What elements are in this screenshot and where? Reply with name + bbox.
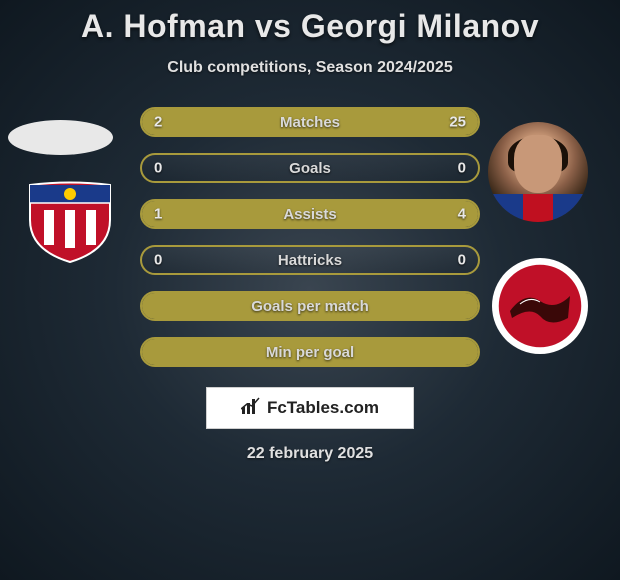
stat-value-right: 0 (458, 160, 466, 177)
club-crest-left (20, 180, 120, 265)
page-subtitle: Club competitions, Season 2024/2025 (0, 59, 620, 77)
date-text: 22 february 2025 (0, 445, 620, 463)
stat-row: 1 Assists 4 (140, 199, 480, 229)
stat-value-right: 25 (449, 114, 466, 131)
stat-row: Goals per match (140, 291, 480, 321)
stat-label: Goals (289, 160, 331, 177)
stat-value-left: 0 (154, 160, 162, 177)
source-badge-text: FcTables.com (267, 398, 379, 418)
chart-icon (241, 397, 261, 420)
player-left-avatar-placeholder (8, 120, 113, 155)
page-title: A. Hofman vs Georgi Milanov (0, 8, 620, 45)
stat-value-left: 2 (154, 114, 162, 131)
stat-value-left: 1 (154, 206, 162, 223)
stat-fill-right (209, 201, 478, 227)
stat-value-right: 4 (458, 206, 466, 223)
stat-label: Goals per match (251, 298, 369, 315)
content-root: A. Hofman vs Georgi Milanov Club competi… (0, 0, 620, 580)
player-right-avatar (488, 122, 588, 222)
stat-row: Min per goal (140, 337, 480, 367)
circle-crest-icon (490, 256, 590, 356)
stat-value-left: 0 (154, 252, 162, 269)
stat-label: Matches (280, 114, 340, 131)
stat-label: Hattricks (278, 252, 342, 269)
stat-label: Assists (283, 206, 336, 223)
stat-fill-left (142, 201, 209, 227)
stat-value-right: 0 (458, 252, 466, 269)
stats-comparison: 2 Matches 25 0 Goals 0 1 Assists 4 0 Hattricks 0 Goa… (140, 107, 480, 367)
avatar-face (514, 135, 562, 193)
shield-icon (20, 180, 120, 265)
stat-label: Min per goal (266, 344, 354, 361)
stat-row: 2 Matches 25 (140, 107, 480, 137)
source-badge[interactable]: FcTables.com (206, 387, 414, 429)
club-crest-right (490, 256, 590, 356)
stat-row: 0 Goals 0 (140, 153, 480, 183)
avatar-jersey (488, 194, 588, 222)
stat-row: 0 Hattricks 0 (140, 245, 480, 275)
